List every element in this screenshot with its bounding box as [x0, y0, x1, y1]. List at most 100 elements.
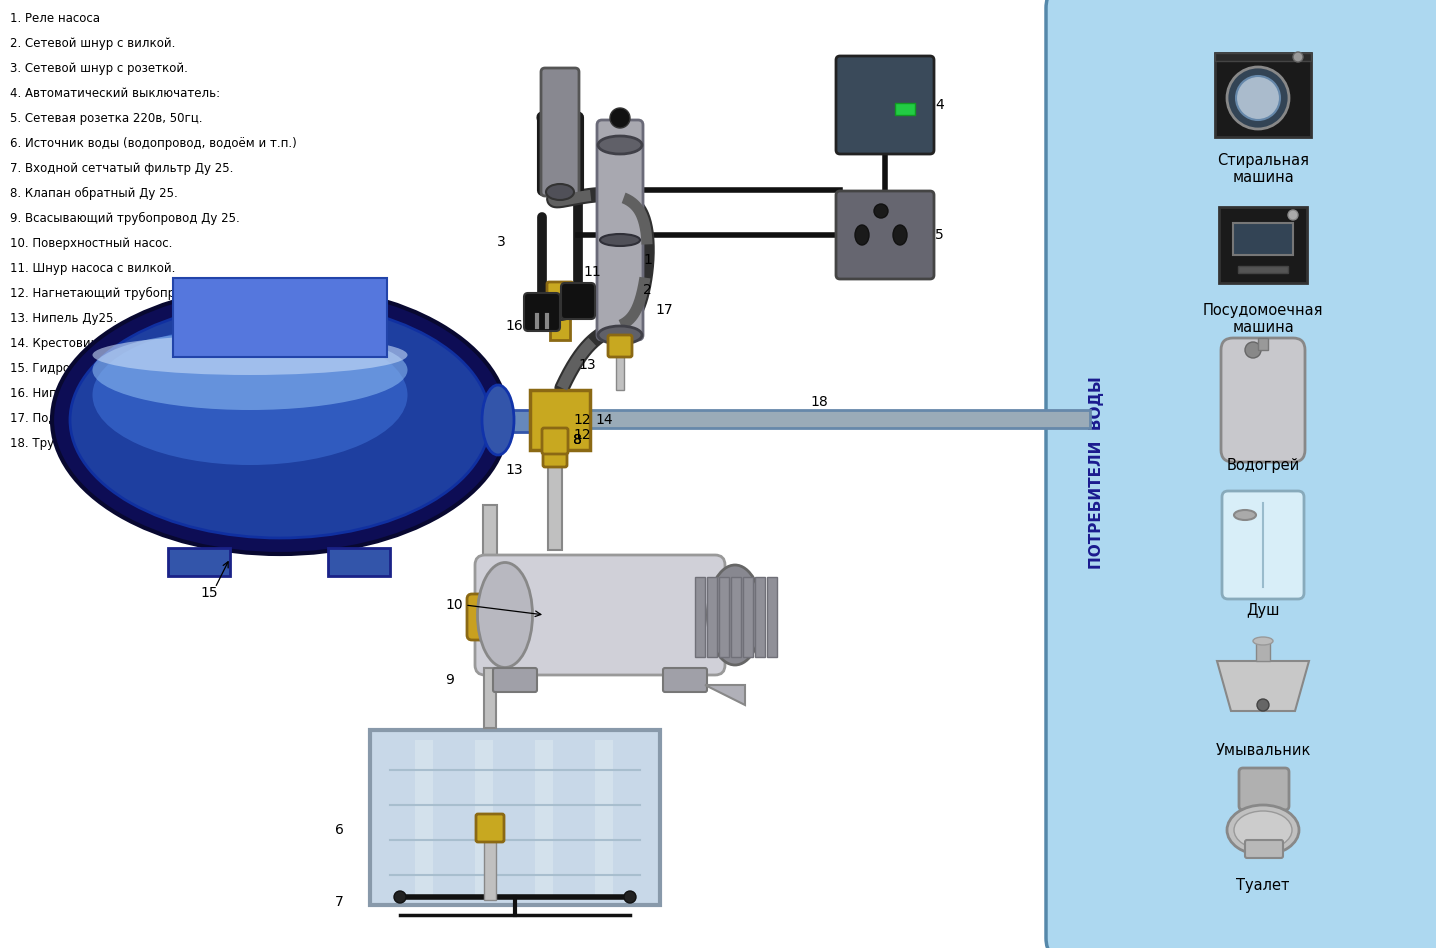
Ellipse shape [1234, 510, 1256, 520]
FancyBboxPatch shape [1219, 207, 1307, 283]
Text: 11: 11 [583, 265, 600, 279]
Text: 8. Клапан обратный Ду 25.: 8. Клапан обратный Ду 25. [10, 187, 178, 200]
Ellipse shape [597, 326, 642, 344]
Circle shape [1256, 699, 1269, 711]
Ellipse shape [546, 304, 574, 320]
FancyBboxPatch shape [524, 293, 560, 331]
FancyBboxPatch shape [475, 814, 504, 842]
Ellipse shape [52, 286, 508, 554]
Bar [550, 290, 570, 340]
FancyBboxPatch shape [172, 278, 386, 357]
Ellipse shape [708, 565, 763, 665]
FancyBboxPatch shape [836, 56, 933, 154]
FancyBboxPatch shape [370, 730, 661, 905]
Text: 7: 7 [335, 895, 343, 909]
Ellipse shape [854, 225, 869, 245]
Text: 6. Источник воды (водопровод, водоём и т.п.): 6. Источник воды (водопровод, водоём и т… [10, 137, 297, 150]
Text: 2: 2 [643, 283, 652, 297]
Ellipse shape [1254, 637, 1272, 645]
Bar [707, 577, 717, 657]
Ellipse shape [70, 302, 490, 538]
Ellipse shape [597, 136, 642, 154]
Bar [168, 548, 230, 576]
Bar [616, 345, 625, 390]
Circle shape [625, 891, 636, 903]
Text: 8: 8 [573, 433, 582, 447]
FancyBboxPatch shape [541, 68, 579, 196]
Ellipse shape [92, 335, 408, 375]
Text: 16. Нипель переходной Ду25 / Ду 15.: 16. Нипель переходной Ду25 / Ду 15. [10, 387, 243, 400]
Text: 12: 12 [573, 428, 590, 442]
FancyBboxPatch shape [1245, 840, 1282, 858]
Text: 1: 1 [643, 253, 652, 267]
FancyBboxPatch shape [1239, 768, 1290, 810]
Text: Водогрей: Водогрей [1226, 458, 1300, 473]
Ellipse shape [546, 184, 574, 200]
FancyBboxPatch shape [467, 594, 513, 640]
Bar [755, 577, 765, 657]
Bar [484, 668, 495, 728]
FancyBboxPatch shape [547, 282, 573, 314]
Polygon shape [705, 685, 745, 705]
Text: 16: 16 [505, 319, 523, 333]
FancyBboxPatch shape [543, 445, 567, 467]
Bar [530, 390, 590, 450]
Ellipse shape [92, 330, 408, 410]
Bar [1215, 53, 1311, 61]
FancyBboxPatch shape [1045, 0, 1436, 948]
FancyBboxPatch shape [493, 668, 537, 692]
Text: 5: 5 [935, 228, 943, 242]
Ellipse shape [482, 385, 514, 455]
Bar [482, 505, 497, 625]
FancyBboxPatch shape [561, 283, 595, 319]
Text: Посудомоечная
машина: Посудомоечная машина [1203, 303, 1323, 336]
Circle shape [393, 891, 406, 903]
Text: 7. Входной сетчатый фильтр Ду 25.: 7. Входной сетчатый фильтр Ду 25. [10, 162, 234, 175]
Bar [549, 430, 561, 448]
Bar [549, 450, 561, 550]
Bar [595, 740, 613, 895]
Text: 17: 17 [655, 303, 672, 317]
Text: 10. Поверхностный насос.: 10. Поверхностный насос. [10, 237, 172, 250]
Ellipse shape [1234, 811, 1292, 849]
FancyBboxPatch shape [836, 191, 933, 279]
Bar [550, 434, 570, 450]
Text: 14. Крестовина Ду25.: 14. Крестовина Ду25. [10, 337, 144, 350]
Bar [484, 818, 495, 900]
Text: Туалет: Туалет [1236, 878, 1290, 893]
Text: 13: 13 [505, 463, 523, 477]
Ellipse shape [1226, 805, 1300, 855]
Circle shape [1226, 67, 1290, 129]
FancyBboxPatch shape [1234, 223, 1292, 255]
Ellipse shape [92, 325, 408, 465]
Bar [1238, 266, 1288, 273]
Circle shape [1245, 342, 1261, 358]
Bar [695, 577, 705, 657]
Bar [731, 577, 741, 657]
Text: 4. Автоматический выключатель:: 4. Автоматический выключатель: [10, 87, 220, 100]
Bar [895, 103, 915, 115]
Text: 8: 8 [573, 433, 582, 447]
Text: 13. Нипель Ду25.: 13. Нипель Ду25. [10, 312, 118, 325]
Text: 3: 3 [497, 235, 505, 249]
Text: 18. Трубопровод к потребителям воды.: 18. Трубопровод к потребителям воды. [10, 437, 257, 450]
Text: 18: 18 [810, 395, 827, 409]
Text: 12. Нагнетающий трубопровод Ду 25.: 12. Нагнетающий трубопровод Ду 25. [10, 287, 247, 301]
Text: Душ: Душ [1246, 603, 1279, 618]
Ellipse shape [875, 204, 887, 218]
Ellipse shape [600, 234, 640, 246]
Text: Стиральная
машина: Стиральная машина [1216, 153, 1310, 186]
Text: 15: 15 [200, 586, 218, 600]
FancyBboxPatch shape [541, 428, 569, 454]
Circle shape [1288, 210, 1298, 220]
Text: 12: 12 [573, 413, 590, 427]
Text: 6: 6 [335, 823, 343, 837]
Ellipse shape [500, 560, 729, 670]
Text: 9: 9 [445, 673, 454, 687]
Bar [1256, 641, 1269, 661]
Ellipse shape [478, 562, 533, 667]
FancyBboxPatch shape [475, 555, 725, 675]
Text: 2. Сетевой шнур с вилкой.: 2. Сетевой шнур с вилкой. [10, 37, 175, 50]
Text: 14: 14 [595, 413, 613, 427]
Text: 1. Реле насоса: 1. Реле насоса [10, 12, 101, 25]
